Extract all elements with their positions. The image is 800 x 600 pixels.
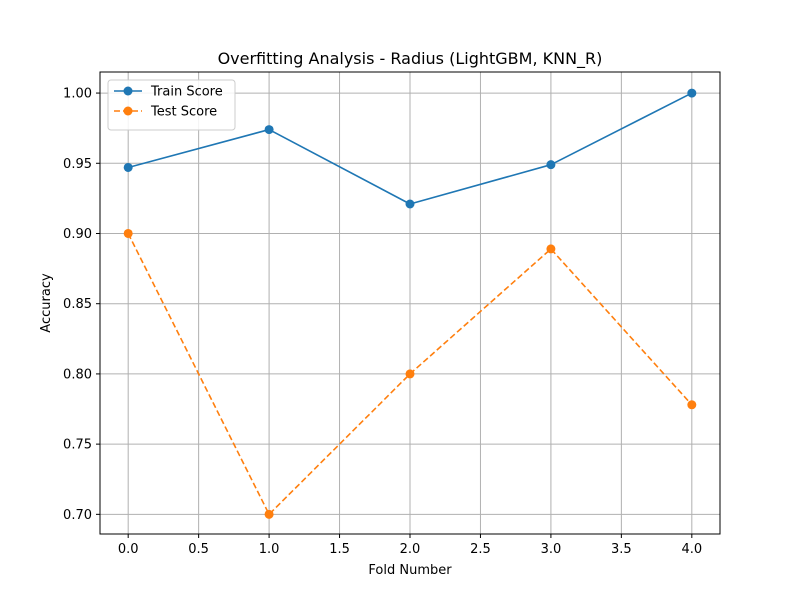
series-layer: [123, 88, 697, 519]
train-score-point: [405, 199, 415, 209]
train-score-point: [687, 88, 697, 98]
x-tick-label: 3.0: [541, 542, 562, 557]
ticks: 0.0 0.5 1.0 1.5 2.0 2.5 3.0 3.5 4.0 0.70 0.75 0.80 0…: [63, 87, 702, 557]
y-tick-label: 0.90: [63, 227, 92, 242]
legend-train-score-label: Train Score: [150, 85, 223, 100]
y-tick-label: 0.70: [63, 508, 92, 523]
legend: Train Score Test Score: [107, 79, 236, 131]
legend-train-score-marker: [123, 86, 133, 96]
x-tick-label: 2.5: [470, 542, 491, 557]
test-score-point: [123, 228, 133, 238]
test-score-point: [687, 400, 697, 410]
legend-box: [107, 79, 236, 131]
y-tick-label: 0.80: [63, 367, 92, 382]
x-tick-label: 0.0: [118, 542, 139, 557]
x-axis-label: Fold Number: [368, 563, 452, 578]
test-score-point: [264, 509, 274, 519]
y-tick-label: 0.95: [63, 157, 92, 172]
x-tick-label: 1.5: [329, 542, 350, 557]
x-tick-label: 1.0: [259, 542, 280, 557]
x-tick-label: 2.0: [400, 542, 421, 557]
y-axis-label: Accuracy: [39, 273, 54, 333]
x-tick-label: 4.0: [681, 542, 702, 557]
chart-title: Overfitting Analysis - Radius (LightGBM,…: [218, 49, 603, 69]
train-score-point: [546, 160, 556, 170]
legend-test-score-marker: [123, 106, 133, 116]
test-score-point: [546, 244, 556, 254]
train-score-point: [264, 125, 274, 135]
x-tick-label: 0.5: [188, 542, 209, 557]
train-score-point: [123, 162, 133, 172]
y-tick-label: 0.75: [63, 438, 92, 453]
x-tick-label: 3.5: [611, 542, 632, 557]
y-tick-label: 0.85: [63, 297, 92, 312]
y-tick-label: 1.00: [63, 87, 92, 102]
test-score-point: [405, 369, 415, 379]
legend-test-score-label: Test Score: [150, 105, 217, 120]
